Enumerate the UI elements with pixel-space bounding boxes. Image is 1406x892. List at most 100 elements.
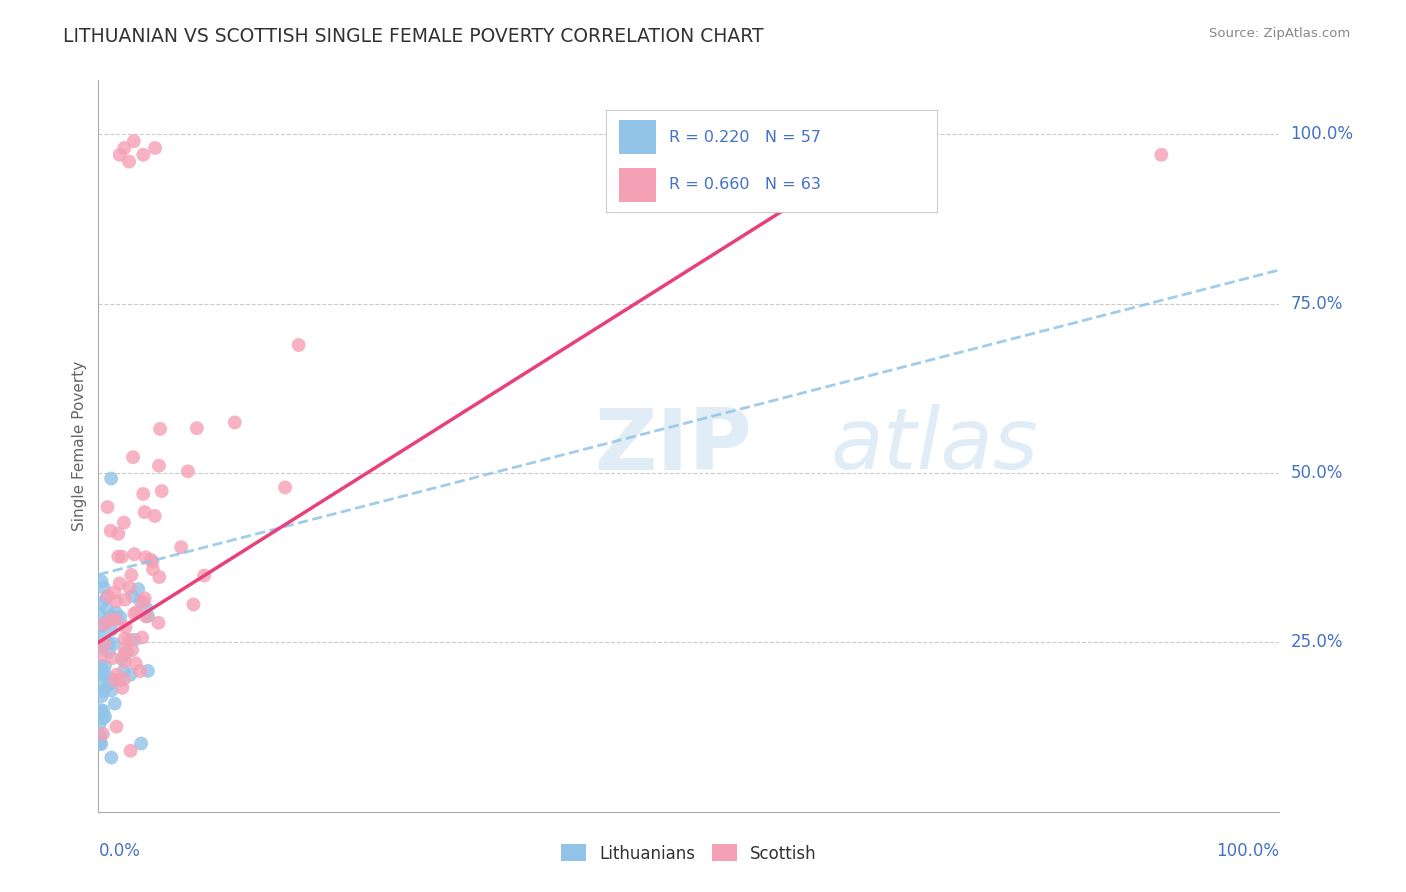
Point <box>143 508 166 523</box>
Point <box>115 645 138 659</box>
Point <box>139 553 162 567</box>
Point <box>89 677 111 691</box>
Point <box>97 678 120 692</box>
Point <box>93 581 115 595</box>
Point <box>93 665 115 679</box>
Point <box>134 591 156 606</box>
Point <box>97 645 120 659</box>
Point <box>93 617 115 632</box>
Point <box>89 706 111 720</box>
Point <box>120 744 142 758</box>
Point <box>149 422 172 436</box>
Point <box>96 591 118 605</box>
Point <box>98 671 121 685</box>
Point <box>114 632 136 646</box>
Point <box>91 704 114 718</box>
Point <box>135 609 157 624</box>
Text: 50.0%: 50.0% <box>1291 464 1343 482</box>
Point <box>93 684 115 698</box>
Point <box>193 568 215 582</box>
Point <box>183 598 205 612</box>
Point <box>111 681 134 695</box>
Point <box>112 647 135 661</box>
Legend: Lithuanians, Scottish: Lithuanians, Scottish <box>554 838 824 869</box>
Point <box>97 589 120 603</box>
Text: ZIP: ZIP <box>595 404 752 488</box>
Point <box>105 612 128 626</box>
Point <box>129 737 152 751</box>
Point <box>101 651 124 665</box>
Point <box>224 416 246 430</box>
Point <box>121 589 143 603</box>
Point <box>93 638 115 652</box>
Point <box>132 487 155 501</box>
Point <box>90 596 112 610</box>
Point <box>89 628 111 642</box>
Point <box>118 581 141 595</box>
Point <box>100 613 122 627</box>
Point <box>100 524 122 538</box>
Point <box>89 607 111 621</box>
Point <box>122 607 145 621</box>
Point <box>100 623 122 637</box>
Point <box>104 673 127 688</box>
Point <box>112 516 135 530</box>
Point <box>114 592 136 607</box>
Point <box>107 549 129 564</box>
Point <box>90 658 112 673</box>
Point <box>122 547 145 561</box>
Point <box>108 576 131 591</box>
Point <box>91 641 114 656</box>
Text: 100.0%: 100.0% <box>1291 126 1354 144</box>
Point <box>143 141 166 155</box>
Text: 75.0%: 75.0% <box>1291 294 1343 313</box>
Point <box>186 421 208 435</box>
Point <box>121 643 143 657</box>
Point <box>89 732 111 747</box>
Point <box>120 668 142 682</box>
Point <box>90 703 112 717</box>
Text: atlas: atlas <box>831 404 1039 488</box>
Point <box>114 642 136 657</box>
Point <box>90 574 112 589</box>
Point <box>110 610 132 624</box>
Point <box>131 631 153 645</box>
Point <box>89 716 111 731</box>
Point <box>114 620 136 634</box>
Point <box>134 505 156 519</box>
Point <box>114 655 136 669</box>
Point <box>120 568 142 582</box>
Point <box>124 632 146 647</box>
Point <box>108 148 131 162</box>
Point <box>90 619 112 633</box>
Text: Source: ZipAtlas.com: Source: ZipAtlas.com <box>1209 27 1350 40</box>
Point <box>90 728 112 742</box>
Point <box>90 648 112 662</box>
Point <box>132 595 155 609</box>
Point <box>148 615 170 630</box>
Point <box>122 450 145 465</box>
Point <box>105 720 128 734</box>
Point <box>148 570 170 584</box>
Point <box>90 689 112 703</box>
Point <box>111 652 134 666</box>
Point <box>148 458 170 473</box>
Point <box>135 601 157 615</box>
Point <box>94 659 117 673</box>
Point <box>104 613 127 627</box>
Point <box>89 737 111 751</box>
Point <box>177 464 200 478</box>
Point <box>142 562 165 576</box>
Point <box>97 677 120 691</box>
Point <box>100 750 122 764</box>
Point <box>1150 148 1173 162</box>
Point <box>136 664 159 678</box>
Point <box>287 338 309 352</box>
Point <box>90 640 112 654</box>
Point <box>90 737 112 751</box>
Point <box>105 594 128 608</box>
Point <box>103 637 125 651</box>
Point <box>118 154 141 169</box>
Point <box>100 675 122 690</box>
Point <box>136 609 159 624</box>
